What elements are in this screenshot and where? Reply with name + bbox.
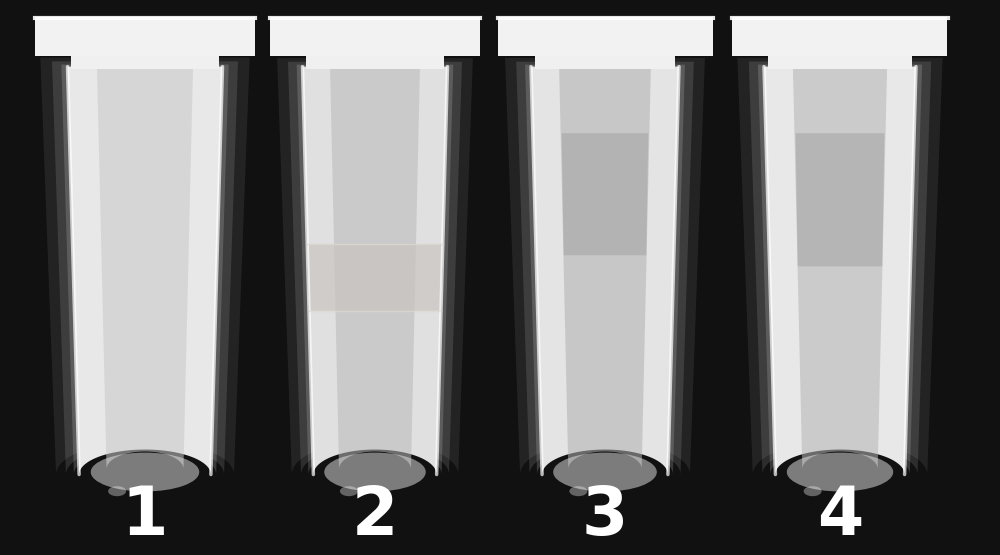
Polygon shape <box>288 62 462 475</box>
Bar <box>535 53 675 69</box>
Polygon shape <box>307 244 443 311</box>
Text: 2: 2 <box>352 483 398 549</box>
Ellipse shape <box>91 453 199 492</box>
Polygon shape <box>505 58 705 475</box>
Polygon shape <box>559 67 651 469</box>
Polygon shape <box>796 133 884 266</box>
Polygon shape <box>793 67 887 469</box>
Ellipse shape <box>787 453 893 492</box>
Polygon shape <box>330 67 420 469</box>
Polygon shape <box>764 67 916 475</box>
Ellipse shape <box>108 486 126 496</box>
Bar <box>71 53 219 69</box>
Polygon shape <box>531 67 679 475</box>
Polygon shape <box>737 58 943 475</box>
Bar <box>270 17 480 56</box>
Polygon shape <box>67 67 222 475</box>
Ellipse shape <box>340 486 358 496</box>
Ellipse shape <box>804 486 822 496</box>
Text: 4: 4 <box>817 483 863 549</box>
Bar <box>498 17 712 56</box>
Bar <box>768 53 912 69</box>
Polygon shape <box>758 64 922 475</box>
Ellipse shape <box>553 453 657 492</box>
Polygon shape <box>562 133 648 255</box>
Polygon shape <box>61 64 229 475</box>
Polygon shape <box>52 62 238 475</box>
Polygon shape <box>97 67 193 469</box>
Bar <box>306 53 444 69</box>
Bar <box>35 17 255 56</box>
Bar <box>732 17 947 56</box>
Polygon shape <box>40 58 250 475</box>
Polygon shape <box>302 67 448 475</box>
Polygon shape <box>525 64 685 475</box>
Text: 3: 3 <box>582 483 628 549</box>
Polygon shape <box>277 58 473 475</box>
Ellipse shape <box>324 453 426 492</box>
Polygon shape <box>516 62 694 475</box>
Ellipse shape <box>569 486 587 496</box>
Polygon shape <box>749 62 931 475</box>
Text: 1: 1 <box>122 483 168 549</box>
Polygon shape <box>297 65 453 475</box>
